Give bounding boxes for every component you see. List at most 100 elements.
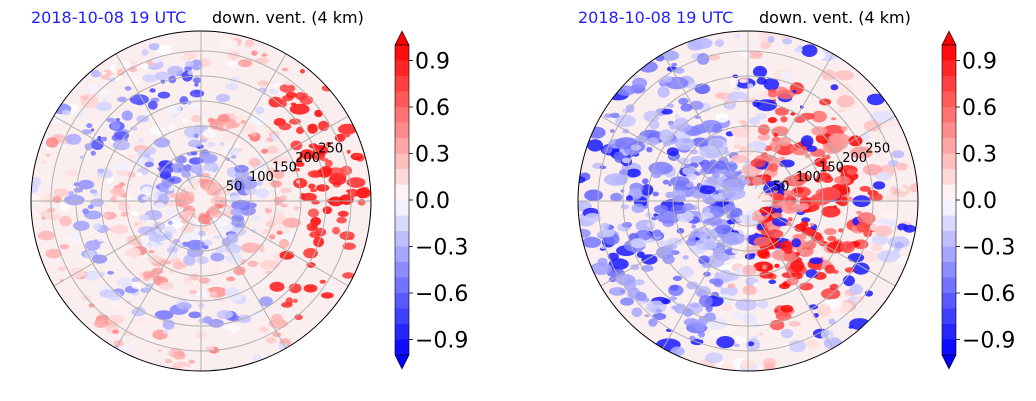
- field-cell: [101, 136, 108, 142]
- field-cell: [141, 186, 154, 195]
- field-cell: [686, 281, 699, 290]
- colorbar-segment: [395, 277, 409, 294]
- field-cell: [607, 252, 619, 261]
- field-cell: [638, 60, 658, 73]
- field-cell: [724, 325, 738, 334]
- field-cell: [672, 275, 682, 282]
- field-cell: [321, 84, 334, 92]
- field-cell: [110, 224, 129, 234]
- field-cell: [208, 205, 220, 216]
- colorbar-tick-label: 0.3: [415, 143, 450, 168]
- colorbar-segment: [942, 231, 956, 247]
- field-cell: [241, 242, 260, 254]
- field-cell: [631, 307, 643, 318]
- field-cell: [134, 138, 139, 143]
- field-cell: [102, 211, 117, 220]
- colorbar-segment: [395, 246, 409, 263]
- field-cell: [806, 339, 819, 349]
- field-cell: [807, 239, 817, 249]
- colorbar-segment: [942, 324, 956, 340]
- colorbar-segment: [942, 60, 956, 77]
- field-cell: [133, 144, 149, 153]
- field-cell: [135, 318, 146, 324]
- field-cell: [93, 223, 102, 230]
- field-cell: [244, 39, 255, 48]
- field-cell: [872, 234, 889, 246]
- field-cell: [170, 178, 175, 182]
- field-cell: [720, 362, 737, 371]
- field-cell: [630, 264, 640, 271]
- field-cell: [65, 133, 82, 145]
- field-cell: [671, 62, 678, 67]
- field-cell: [321, 292, 334, 299]
- field-cell: [846, 169, 857, 176]
- field-cell: [597, 257, 608, 267]
- field-cell: [231, 199, 252, 211]
- field-cell: [325, 142, 332, 147]
- field-cell: [148, 43, 160, 51]
- field-cell: [758, 332, 764, 336]
- field-cell: [59, 244, 70, 250]
- field-cell: [181, 170, 191, 178]
- field-cell: [110, 187, 125, 197]
- field-cell: [877, 152, 882, 156]
- field-cell: [296, 194, 301, 198]
- field-cell: [780, 71, 792, 80]
- field-cell: [694, 185, 700, 190]
- field-cell: [834, 175, 851, 185]
- field-cell: [584, 189, 603, 202]
- field-cell: [91, 139, 104, 150]
- field-cell: [221, 328, 232, 335]
- field-cell: [216, 309, 234, 320]
- field-cell: [198, 230, 206, 237]
- field-cell: [793, 187, 804, 194]
- field-cell: [604, 173, 628, 186]
- field-cell: [761, 264, 768, 270]
- field-cell: [706, 235, 711, 240]
- field-cell: [658, 240, 670, 247]
- field-cell: [689, 234, 696, 239]
- radial-tick-label: 100: [796, 170, 821, 185]
- field-cell: [713, 278, 724, 287]
- field-cell: [724, 161, 738, 172]
- field-cell: [67, 240, 76, 246]
- field-cell: [167, 220, 173, 225]
- field-cell: [188, 359, 195, 364]
- field-cell: [118, 182, 126, 187]
- field-cell: [238, 314, 251, 324]
- field-cell: [141, 196, 149, 201]
- field-cell: [635, 230, 652, 241]
- field-cell: [251, 50, 258, 56]
- field-cell: [170, 163, 186, 173]
- field-cell: [309, 231, 321, 238]
- field-cell: [309, 188, 318, 193]
- field-cell: [198, 178, 209, 184]
- field-cell: [886, 193, 898, 202]
- field-cell: [788, 339, 807, 353]
- radial-tick-label: 50: [226, 180, 243, 195]
- field-cell: [750, 158, 766, 168]
- field-cell: [734, 33, 741, 39]
- field-cell: [653, 213, 659, 217]
- field-cell: [742, 51, 751, 59]
- field-cell: [230, 208, 244, 216]
- field-cell: [294, 161, 305, 167]
- colorbar-extend-max: [394, 30, 410, 46]
- field-cell: [261, 148, 269, 154]
- field-cell: [168, 187, 174, 192]
- field-cell: [731, 126, 751, 138]
- field-cell: [634, 279, 645, 286]
- field-cell: [84, 270, 100, 281]
- colorbar-segment: [395, 45, 409, 61]
- field-cell: [641, 178, 649, 185]
- colorbar-tick-label: −0.6: [962, 282, 1015, 307]
- colorbar-segment: [395, 215, 409, 232]
- colorbar-segment: [942, 107, 956, 123]
- field-cell: [45, 248, 62, 259]
- field-cell: [824, 228, 837, 236]
- colorbar-tick-label: 0.9: [415, 50, 450, 75]
- grid-spoke: [662, 53, 742, 190]
- colorbar-segment: [395, 107, 409, 123]
- colorbar-tick-label: −0.6: [415, 282, 468, 307]
